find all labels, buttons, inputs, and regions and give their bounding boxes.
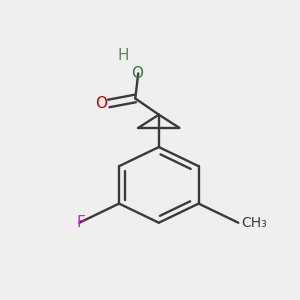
Text: F: F: [76, 215, 85, 230]
Text: CH₃: CH₃: [241, 216, 267, 230]
Text: O: O: [131, 66, 143, 81]
Text: H: H: [118, 48, 129, 63]
Text: O: O: [95, 96, 107, 111]
